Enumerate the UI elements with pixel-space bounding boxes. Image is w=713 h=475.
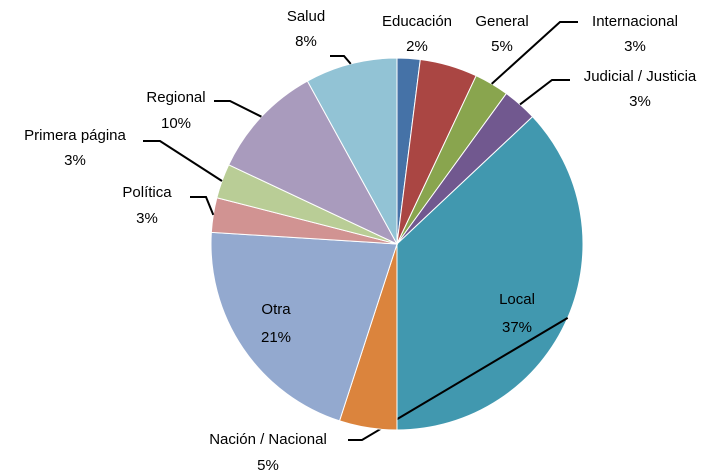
- category-label: Judicial / Justicia: [584, 68, 697, 85]
- value-label: 5%: [491, 38, 513, 55]
- category-label: Política: [122, 184, 172, 201]
- category-label: General: [475, 13, 528, 30]
- value-label: 3%: [136, 210, 158, 227]
- value-label: 21%: [261, 329, 291, 346]
- pie-slice: [210, 231, 398, 422]
- category-label: Internacional: [592, 13, 678, 30]
- category-label: Educación: [382, 13, 452, 30]
- leader-line: [491, 21, 578, 85]
- leader-line: [348, 317, 569, 441]
- value-label: 10%: [161, 115, 191, 132]
- category-label: Nación / Nacional: [209, 431, 327, 448]
- category-label: Salud: [287, 8, 325, 25]
- leader-line: [143, 140, 223, 182]
- leader-line: [330, 55, 352, 65]
- pie-slice: [228, 80, 399, 246]
- value-label: 37%: [502, 319, 532, 336]
- leader-line: [214, 100, 262, 118]
- category-label: Otra: [261, 301, 291, 318]
- leader-line: [519, 79, 570, 106]
- leader-line: [190, 196, 215, 216]
- value-label: 3%: [624, 38, 646, 55]
- category-label: Regional: [146, 89, 205, 106]
- value-label: 8%: [295, 33, 317, 50]
- category-label: Primera página: [24, 127, 126, 144]
- value-label: 2%: [406, 38, 428, 55]
- category-label: Local: [499, 291, 535, 308]
- value-label: 5%: [257, 457, 279, 474]
- value-label: 3%: [629, 93, 651, 110]
- pie-slice: [306, 57, 398, 245]
- value-label: 3%: [64, 152, 86, 169]
